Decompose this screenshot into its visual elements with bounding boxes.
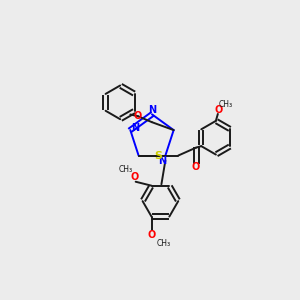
Text: N: N <box>158 155 166 166</box>
Text: CH₃: CH₃ <box>119 165 133 174</box>
Text: N: N <box>131 123 139 133</box>
Text: N: N <box>148 105 156 116</box>
Text: O: O <box>147 230 156 240</box>
Text: O: O <box>192 162 200 172</box>
Text: CH₃: CH₃ <box>219 100 233 109</box>
Text: O: O <box>130 172 139 182</box>
Text: O: O <box>134 111 142 121</box>
Text: S: S <box>154 151 162 160</box>
Text: O: O <box>215 105 223 115</box>
Text: CH₃: CH₃ <box>156 239 170 248</box>
